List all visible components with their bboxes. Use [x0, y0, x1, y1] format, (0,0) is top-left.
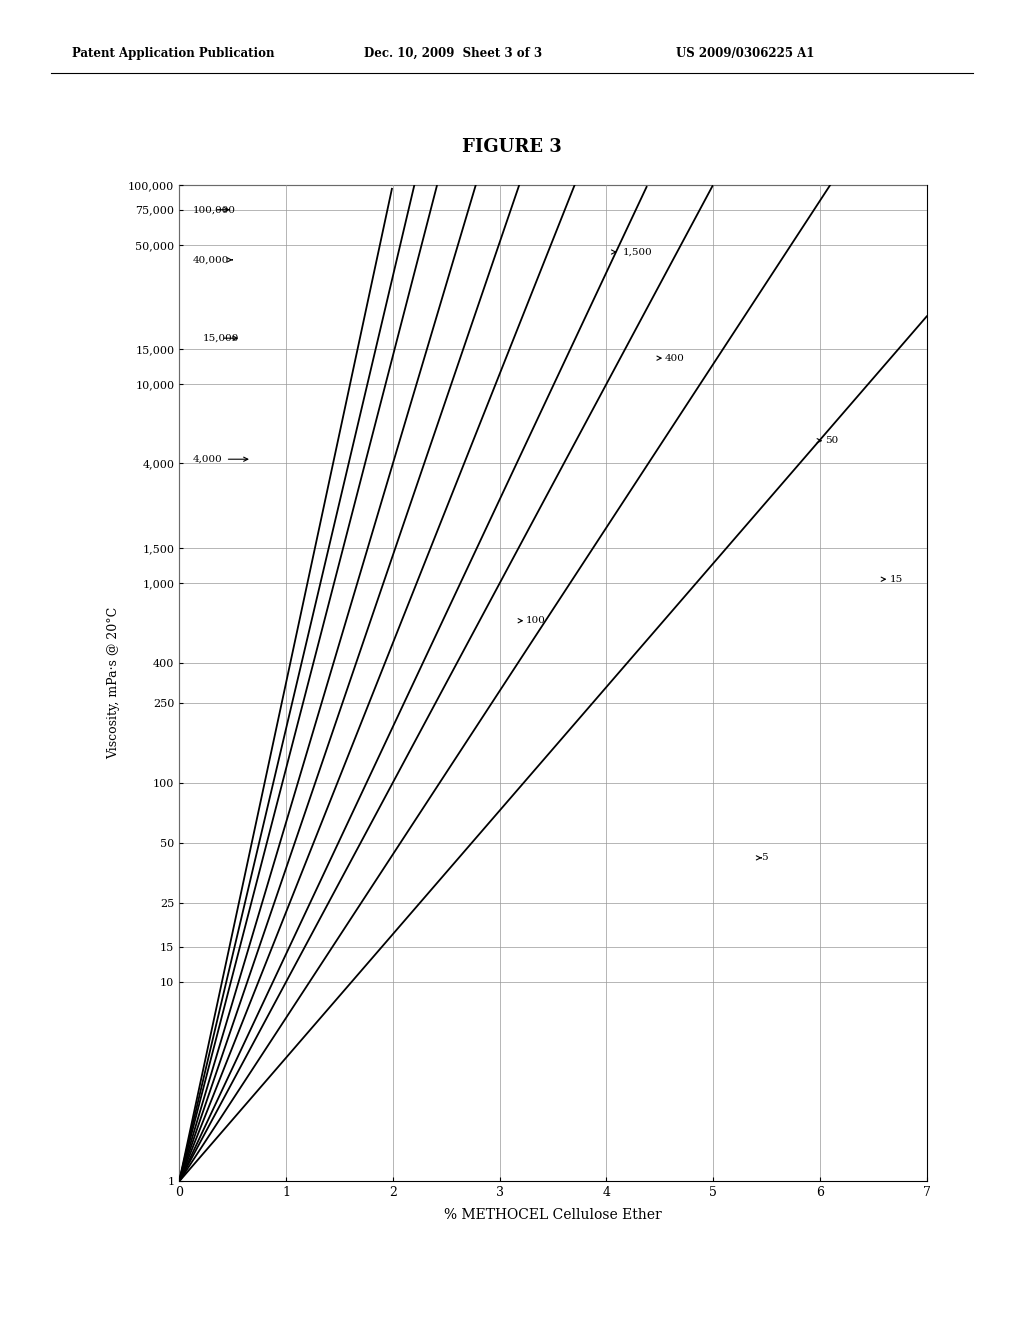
Text: 100,000: 100,000 [194, 205, 237, 214]
X-axis label: % METHOCEL Cellulose Ether: % METHOCEL Cellulose Ether [444, 1208, 662, 1221]
Text: 400: 400 [657, 354, 685, 363]
Y-axis label: Viscosity, mPa·s @ 20°C: Viscosity, mPa·s @ 20°C [106, 607, 120, 759]
Text: 15,000: 15,000 [203, 334, 239, 343]
Text: US 2009/0306225 A1: US 2009/0306225 A1 [676, 46, 814, 59]
Text: FIGURE 3: FIGURE 3 [462, 137, 562, 156]
Text: Dec. 10, 2009  Sheet 3 of 3: Dec. 10, 2009 Sheet 3 of 3 [364, 46, 542, 59]
Text: 1,500: 1,500 [611, 248, 652, 256]
Text: Patent Application Publication: Patent Application Publication [72, 46, 274, 59]
Text: 40,000: 40,000 [194, 255, 232, 264]
Text: 15: 15 [882, 574, 902, 583]
Text: 100: 100 [518, 616, 546, 626]
Text: 4,000: 4,000 [194, 454, 248, 463]
Text: 5: 5 [757, 853, 768, 862]
Text: 50: 50 [817, 436, 839, 445]
